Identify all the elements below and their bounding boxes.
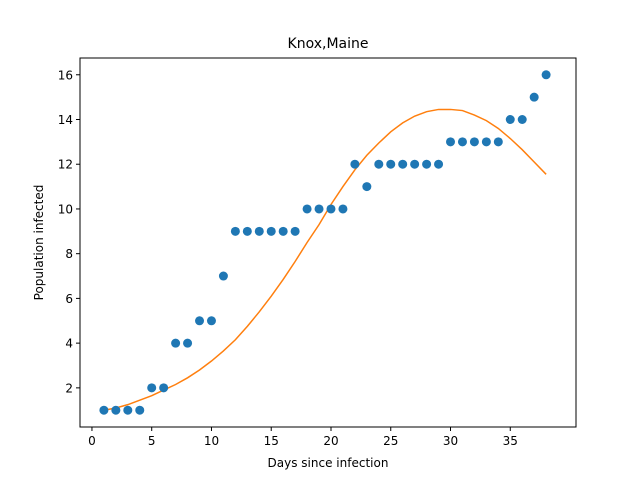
y-tick-label: 14 <box>58 113 73 127</box>
x-tick-label: 0 <box>88 434 96 448</box>
data-point <box>206 316 216 326</box>
data-point <box>517 115 527 124</box>
plot-background <box>80 58 576 427</box>
data-point <box>505 115 515 124</box>
data-point <box>147 383 157 393</box>
y-tick-label: 4 <box>65 337 73 351</box>
data-point <box>302 204 312 214</box>
data-point <box>135 405 145 415</box>
y-tick-label: 10 <box>58 202 73 216</box>
x-tick-label: 5 <box>148 434 156 448</box>
data-point <box>266 226 276 236</box>
data-point <box>111 405 121 415</box>
data-point <box>457 137 467 147</box>
data-point <box>362 182 372 192</box>
data-point <box>278 226 288 236</box>
y-tick-label: 8 <box>65 247 73 261</box>
data-point <box>99 405 109 415</box>
y-tick-label: 12 <box>58 158 73 172</box>
x-tick-label: 30 <box>443 434 458 448</box>
x-tick-label: 20 <box>323 434 338 448</box>
data-point <box>469 137 479 147</box>
data-point <box>446 137 456 147</box>
data-point <box>242 226 252 236</box>
data-point <box>183 338 193 348</box>
fit-line <box>103 108 547 411</box>
data-point <box>254 226 264 236</box>
data-point <box>195 316 205 326</box>
data-point <box>541 70 551 80</box>
y-tick-label: 16 <box>58 68 73 82</box>
data-point <box>398 159 408 169</box>
fit-line-layer <box>103 108 547 411</box>
data-point <box>529 92 539 102</box>
y-axis-ticks: 2 4 6 8 10 12 14 16 <box>58 68 80 395</box>
x-tick-label: 15 <box>264 434 279 448</box>
y-tick-label: 6 <box>65 292 73 306</box>
data-point <box>230 226 240 236</box>
data-point <box>386 159 396 169</box>
data-point <box>159 383 169 393</box>
data-point <box>493 137 503 147</box>
scatter-points-layer <box>99 70 551 415</box>
data-point <box>290 226 300 236</box>
x-tick-label: 10 <box>204 434 219 448</box>
data-point <box>350 159 360 169</box>
plot-frame <box>79 57 577 428</box>
data-point <box>338 204 348 214</box>
y-axis-label: Population infected <box>32 185 46 301</box>
x-tick-label: 25 <box>383 434 398 448</box>
data-point <box>434 159 444 169</box>
x-axis-ticks: 0 5 10 15 20 25 30 35 <box>88 427 518 448</box>
data-point <box>326 204 336 214</box>
x-axis-label: Days since infection <box>268 456 389 470</box>
data-point <box>410 159 420 169</box>
data-point <box>374 159 384 169</box>
x-tick-label: 35 <box>503 434 518 448</box>
data-point <box>171 338 181 348</box>
data-point <box>218 271 228 281</box>
y-tick-label: 2 <box>65 381 73 395</box>
chart-title: Knox,Maine <box>288 36 369 52</box>
data-point <box>481 137 491 147</box>
data-point <box>123 405 133 415</box>
data-point <box>422 159 432 169</box>
data-point <box>314 204 324 214</box>
